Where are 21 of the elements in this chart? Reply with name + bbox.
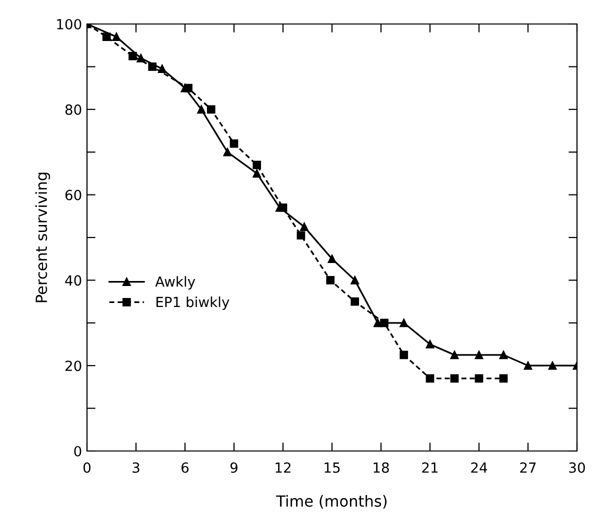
y-tick-label: 80 [65,104,82,115]
x-tick-label: 15 [324,462,340,473]
x-tick-label: 21 [422,462,438,473]
x-tick-label: 18 [374,462,389,473]
y-axis-title: Percent surviving [35,172,50,302]
x-tick-label: 9 [230,462,238,473]
x-tick-label: 0 [83,462,90,473]
y-tick-label: 60 [65,190,82,200]
y-tick-label: 0 [74,446,82,456]
y-tick-label: 20 [65,360,82,372]
y-tick-label: 100 [57,18,82,30]
x-tick-label: 27 [520,462,536,473]
x-tick-label: 6 [182,462,189,473]
legend-label: EP1 biwkly [156,296,230,310]
y-tick-label: 40 [65,275,82,286]
x-tick-label: 30 [569,462,585,473]
x-tick-label: 3 [132,462,140,473]
legend-label: Awkly [155,276,196,290]
x-tick-label: 12 [276,462,290,473]
x-axis-title: Time (months) [276,494,387,509]
x-tick-label: 24 [471,462,488,473]
